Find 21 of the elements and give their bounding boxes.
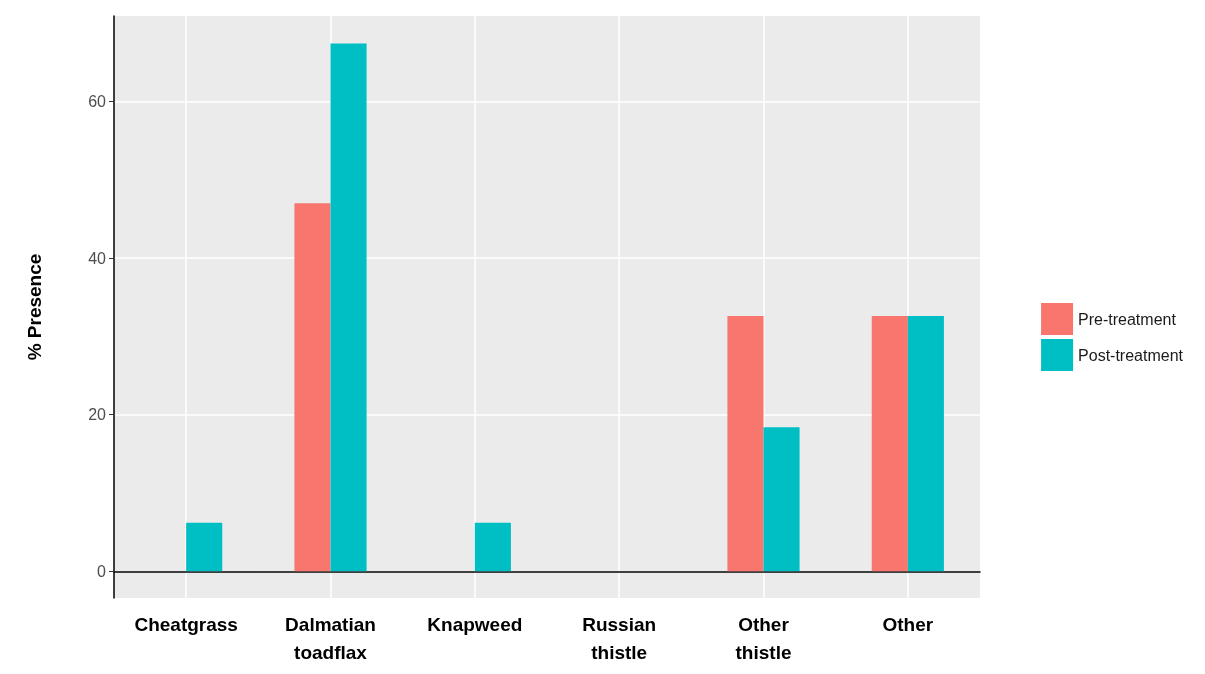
bar (330, 43, 367, 572)
x-tick-label: Other thistle (735, 613, 792, 663)
x-tick-label: Cheatgrass (134, 613, 238, 635)
legend-label: Post-treatment (1078, 346, 1184, 364)
bar (294, 203, 331, 572)
y-tick-label: 40 (88, 249, 107, 267)
x-tick-label: Dalmatian toadflax (285, 613, 376, 663)
y-tick-label: 60 (88, 92, 107, 110)
x-tick-label: Other (882, 613, 934, 635)
y-tick-label: 0 (97, 562, 107, 580)
bar (763, 427, 800, 572)
x-tick-label: Knapweed (427, 613, 523, 635)
y-axis-title: % Presence (24, 253, 45, 361)
bar (186, 522, 223, 572)
bar (871, 316, 908, 572)
y-tick-label: 20 (88, 406, 107, 424)
bar (474, 522, 511, 572)
legend-label: Pre-treatment (1078, 310, 1177, 328)
x-tick-label: Russian thistle (582, 613, 657, 663)
bar (907, 316, 944, 572)
bar (727, 316, 764, 572)
